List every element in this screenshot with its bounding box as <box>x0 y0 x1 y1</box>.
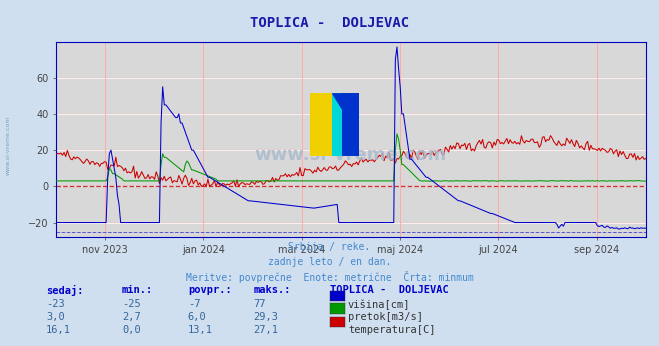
Text: 77: 77 <box>254 299 266 309</box>
Text: TOPLICA -  DOLJEVAC: TOPLICA - DOLJEVAC <box>330 285 448 295</box>
Text: 16,1: 16,1 <box>46 325 71 335</box>
Text: TOPLICA -  DOLJEVAC: TOPLICA - DOLJEVAC <box>250 16 409 29</box>
Text: 29,3: 29,3 <box>254 312 279 322</box>
Text: 2,7: 2,7 <box>122 312 140 322</box>
Text: pretok[m3/s]: pretok[m3/s] <box>348 312 423 322</box>
Text: min.:: min.: <box>122 285 153 295</box>
Text: 3,0: 3,0 <box>46 312 65 322</box>
Text: zadnje leto / en dan.: zadnje leto / en dan. <box>268 257 391 267</box>
Text: -25: -25 <box>122 299 140 309</box>
Polygon shape <box>310 93 332 156</box>
Text: povpr.:: povpr.: <box>188 285 231 295</box>
Text: -23: -23 <box>46 299 65 309</box>
Text: 27,1: 27,1 <box>254 325 279 335</box>
Text: Srbija / reke.: Srbija / reke. <box>289 242 370 252</box>
Text: višina[cm]: višina[cm] <box>348 299 411 310</box>
Text: 13,1: 13,1 <box>188 325 213 335</box>
Text: sedaj:: sedaj: <box>46 285 84 297</box>
Polygon shape <box>342 93 359 156</box>
Text: 6,0: 6,0 <box>188 312 206 322</box>
Text: www.si-vreme.com: www.si-vreme.com <box>5 116 11 175</box>
Text: www.si-vreme.com: www.si-vreme.com <box>255 146 447 164</box>
Polygon shape <box>332 93 359 137</box>
Text: 0,0: 0,0 <box>122 325 140 335</box>
Text: temperatura[C]: temperatura[C] <box>348 325 436 335</box>
Polygon shape <box>332 93 342 156</box>
Polygon shape <box>332 93 359 137</box>
Text: Meritve: povprečne  Enote: metrične  Črta: minmum: Meritve: povprečne Enote: metrične Črta:… <box>186 271 473 283</box>
Text: maks.:: maks.: <box>254 285 291 295</box>
Text: -7: -7 <box>188 299 200 309</box>
